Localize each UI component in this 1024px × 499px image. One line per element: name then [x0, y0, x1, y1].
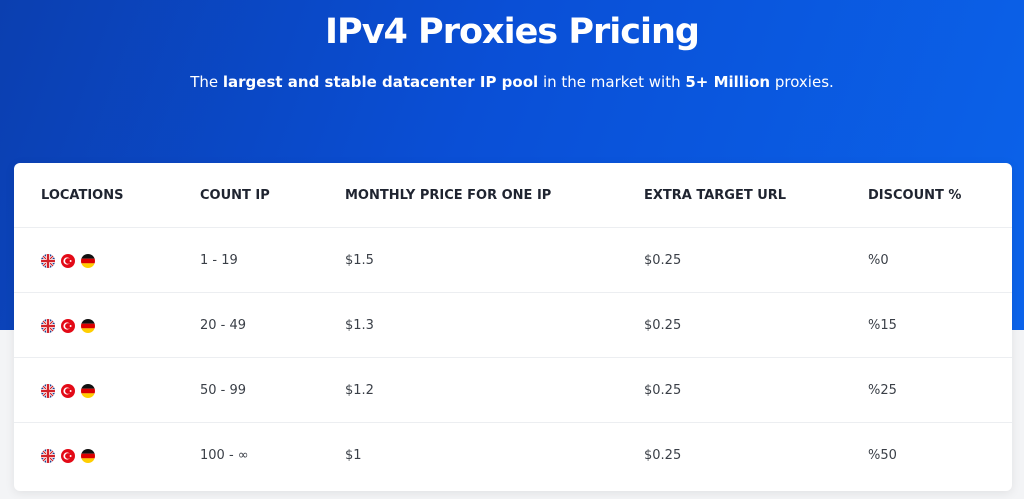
turkey-flag-icon [61, 448, 75, 463]
germany-flag-icon [81, 318, 95, 333]
cell-monthly-price: $1 [345, 448, 362, 463]
uk-flag-icon [41, 383, 55, 398]
cell-discount: %50 [868, 448, 897, 463]
germany-flag-icon [81, 448, 95, 463]
cell-monthly-price: $1.2 [345, 383, 374, 398]
germany-flag-icon [81, 383, 95, 398]
cell-extra-target-url: $0.25 [644, 253, 682, 268]
header-monthly-price: MONTHLY PRICE FOR ONE IP [345, 188, 552, 203]
cell-locations [41, 228, 95, 293]
pricing-table: LOCATIONS COUNT IP MONTHLY PRICE FOR ONE… [14, 163, 1012, 491]
cell-locations [41, 358, 95, 423]
cell-count-ip: 20 - 49 [200, 318, 247, 333]
location-flags [41, 383, 95, 398]
table-header-row: LOCATIONS COUNT IP MONTHLY PRICE FOR ONE… [14, 163, 1012, 228]
cell-discount: %0 [868, 253, 889, 268]
cell-monthly-price: $1.5 [345, 253, 374, 268]
germany-flag-icon [81, 253, 95, 268]
page-title: IPv4 Proxies Pricing [325, 12, 700, 52]
table-row: 50 - 99 $1.2 $0.25 %25 [14, 358, 1012, 423]
table-row: 100 - ∞ $1 $0.25 %50 [14, 423, 1012, 488]
subtitle-highlight-2: 5+ Million [685, 73, 771, 91]
uk-flag-icon [41, 318, 55, 333]
subtitle-text-2: in the market with [538, 73, 686, 91]
turkey-flag-icon [61, 318, 75, 333]
location-flags [41, 318, 95, 333]
location-flags [41, 448, 95, 463]
location-flags [41, 253, 95, 268]
cell-monthly-price: $1.3 [345, 318, 374, 333]
subtitle-text-1: The [190, 73, 223, 91]
subtitle-text-3: proxies. [770, 73, 834, 91]
header-locations: LOCATIONS [41, 188, 124, 203]
table-row: 20 - 49 $1.3 $0.25 %15 [14, 293, 1012, 358]
turkey-flag-icon [61, 383, 75, 398]
cell-discount: %25 [868, 383, 897, 398]
cell-count-ip: 100 - ∞ [200, 448, 249, 463]
uk-flag-icon [41, 253, 55, 268]
header-discount: DISCOUNT % [868, 188, 962, 203]
cell-count-ip: 50 - 99 [200, 383, 247, 398]
subtitle-highlight-1: largest and stable datacenter IP pool [222, 73, 539, 91]
cell-extra-target-url: $0.25 [644, 318, 682, 333]
cell-extra-target-url: $0.25 [644, 448, 682, 463]
header-extra-target-url: EXTRA TARGET URL [644, 188, 787, 203]
cell-extra-target-url: $0.25 [644, 383, 682, 398]
turkey-flag-icon [61, 253, 75, 268]
page-subtitle: The largest and stable datacenter IP poo… [0, 73, 1024, 91]
header-count-ip: COUNT IP [200, 188, 270, 203]
cell-locations [41, 423, 95, 488]
cell-discount: %15 [868, 318, 897, 333]
cell-count-ip: 1 - 19 [200, 253, 238, 268]
uk-flag-icon [41, 448, 55, 463]
cell-locations [41, 293, 95, 358]
table-row: 1 - 19 $1.5 $0.25 %0 [14, 228, 1012, 293]
